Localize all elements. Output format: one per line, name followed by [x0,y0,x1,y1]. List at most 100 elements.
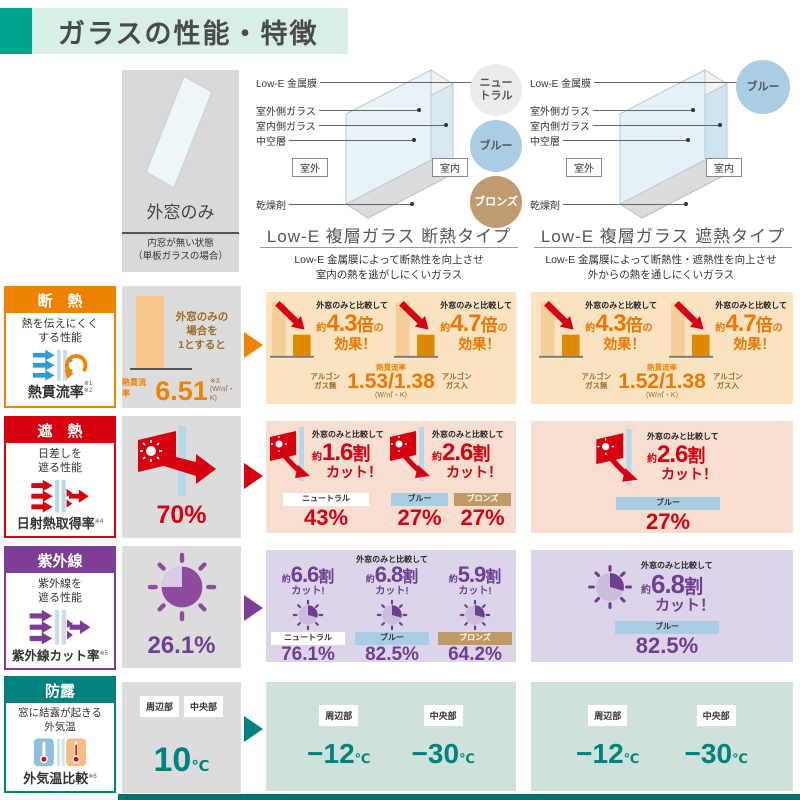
divider [534,247,792,248]
uv-sun-small-icon [459,599,491,631]
chip-perimeter: 周辺部 [139,696,179,717]
bottom-bar [118,794,800,800]
cut-value: 約5.9割 [448,562,502,587]
bar-decrease-icon [270,301,315,358]
thermometer-icon [33,738,87,767]
inside-tag: 室内 [706,158,742,177]
row-shading-title: 遮 熱 [6,418,114,443]
uv-panel: 外窓のみと比較して 約6.8割 カット！ ブルー 82.5% [587,558,747,658]
cell-dew-shanetsu: 周辺部 −12℃ 中央部 −30℃ [531,682,793,791]
chip-perimeter: 周辺部 [588,705,628,726]
row-insulation-title: 断 熱 [6,288,114,313]
chip-perimeter: 周辺部 [319,705,359,726]
page-title: ガラスの性能・特徴 [58,19,319,49]
cut-value: 約6.8割 [641,569,704,599]
row-insulation-desc: 熱を伝えにくく する性能 [21,318,99,345]
row-uv-title: 紫外線 [6,548,114,573]
dew-value: −12℃ [576,738,640,769]
label-lowe-film: Low-E 金属膜 [256,76,494,90]
label-lowe-film: Low-E 金属膜 [530,76,768,90]
cell-insulation-shanetsu: 外窓のみと比較して 約4.3倍の 効果！ 外窓のみと比較して 約4.7倍の 効果… [531,292,793,404]
chip-column: ブルー 82.5% [615,621,719,658]
effect-value: 約4.3倍の [585,310,653,337]
cut-suffix: カット！ [326,464,382,480]
chip-bronze: ブロンズ [438,632,512,645]
chip-column: ブルー 27% [616,497,720,534]
compare-lead: 外窓のみと比較して [316,301,388,310]
insulation-panel: 外窓のみと比較して 約4.7倍の 効果！ [669,298,787,362]
uv-icon [29,609,91,645]
dew-group: 中央部 −30℃ [412,705,475,768]
chip-column: ブロンズ 27% [454,493,511,530]
chip-column: ブルー 27% [391,493,448,530]
bar-decrease-icon [539,301,584,358]
dew-value: −30℃ [684,738,748,769]
outside-tag: 室外 [566,158,602,177]
effect-value: 約4.3倍の [316,310,384,337]
uv-sun-small-icon [292,599,324,631]
row-insulation-metric: 熱貫流率※1 ※2 [27,381,93,400]
dew-group: 中央部 −30℃ [685,705,748,768]
chip-blue: ブルー [355,632,429,645]
row-dew-header: 防露 窓に結露が起きる 外気温 外気温比較※6 [4,676,116,793]
shading-panel: 外窓のみと比較して 約2.6割 カット！ ブルー 27% ブロンズ 27% [388,427,514,530]
swatch-neutral: ニュー トラル [470,64,522,116]
cut-suffix: カット! [458,586,492,597]
bar-decrease-icon [669,301,714,358]
dew-group: 周辺部 −12℃ [307,705,370,768]
chip-value: 76.1% [281,643,335,665]
label-desiccant: 乾燥剤 [530,198,688,212]
diagram-dannetsu: Low-E 金属膜 室外側ガラス 室内側ガラス 中空層 乾燥剤 室外 室内 [256,62,522,222]
chip-value: 82.5% [635,632,699,658]
row-uv-metric: 紫外線カット率※5 [12,649,108,663]
cut-value: 約2.6割 [432,439,491,466]
cell-dew-dannetsu: 周辺部 −12℃ 中央部 −30℃ [266,682,516,791]
chip-blue: ブルー [615,621,719,634]
cut-suffix: カット！ [446,464,502,480]
argon-yes-label: アルゴン ガス入 [712,371,743,391]
dew-value: −30℃ [411,738,475,769]
effect-value: 約4.7倍の [715,310,783,337]
uvalue-block: 熱貫流率 1.52/1.38 (W/㎡・K) [618,362,706,399]
shading-icon [31,479,89,513]
cut-suffix: カット！ [661,466,717,482]
chip-center: 中央部 [423,705,463,726]
insulation-panel: 外窓のみと比較して 約4.7倍の 効果！ [394,298,512,362]
compare-lead: 外窓のみと比較して [715,301,787,310]
outer-window-only-box [122,70,239,232]
cut-value: 約6.6割 [281,562,335,587]
cell-uv-shanetsu: 外窓のみと比較して 約6.8割 カット！ ブルー 82.5% [531,550,793,662]
effect-suffix: 効果！ [603,336,646,352]
cell-shading-shanetsu: 外窓のみと比較して 約2.6割 カット！ ブルー 27% [531,421,793,533]
uv-sun-pie-icon [147,552,217,622]
uvalue-row: アルゴン ガス無 熱貫流率 1.52/1.38 (W/㎡・K) アルゴン ガス入 [531,362,793,399]
sun-block-icon [390,427,430,481]
chip-neutral: ニュートラル [283,493,369,506]
compare-lead: 外窓のみと比較して [432,430,504,439]
divider [260,247,518,248]
dew-group: 周辺部 −12℃ [576,705,639,768]
baseline-bar [136,296,164,368]
swatch-blue: ブルー [736,60,790,114]
uv-panel: 外窓のみと比較して 約6.8割 カット! ブルー 82.5% [350,554,434,666]
effect-value: 約4.7倍の [440,310,508,337]
cell-uv-dannetsu: 約6.6割 カット! ニュートラル 76.1% 外窓のみと比較して 約6.8割 … [266,550,516,665]
row-shading-desc: 日差しを 遮る性能 [38,448,82,475]
compare-lead: 外窓のみと比較して [641,561,713,570]
insulation-icon [32,349,88,381]
chip-value: 64.2% [448,643,502,665]
swatch-bronze: ブロンズ [470,176,522,228]
row-uv-desc: 紫外線を 遮る性能 [38,578,82,605]
baseline-dew: 周辺部 中央部 10℃ [122,682,241,793]
baseline-note: 外窓のみの 場合を 1とすると [175,311,229,352]
chip-column: ニュートラル 43% [283,493,369,530]
compare-lead: 外窓のみと比較して [356,555,428,564]
argon-no-label: アルゴン ガス無 [310,371,341,391]
chip-blue: ブルー [391,493,448,506]
chip-center: 中央部 [184,696,224,717]
chip-value: 82.5% [365,643,419,665]
compare-lead: 外窓のみと比較して [312,430,384,439]
label-outer-glass: 室外側ガラス [256,104,421,118]
divider [122,232,239,234]
